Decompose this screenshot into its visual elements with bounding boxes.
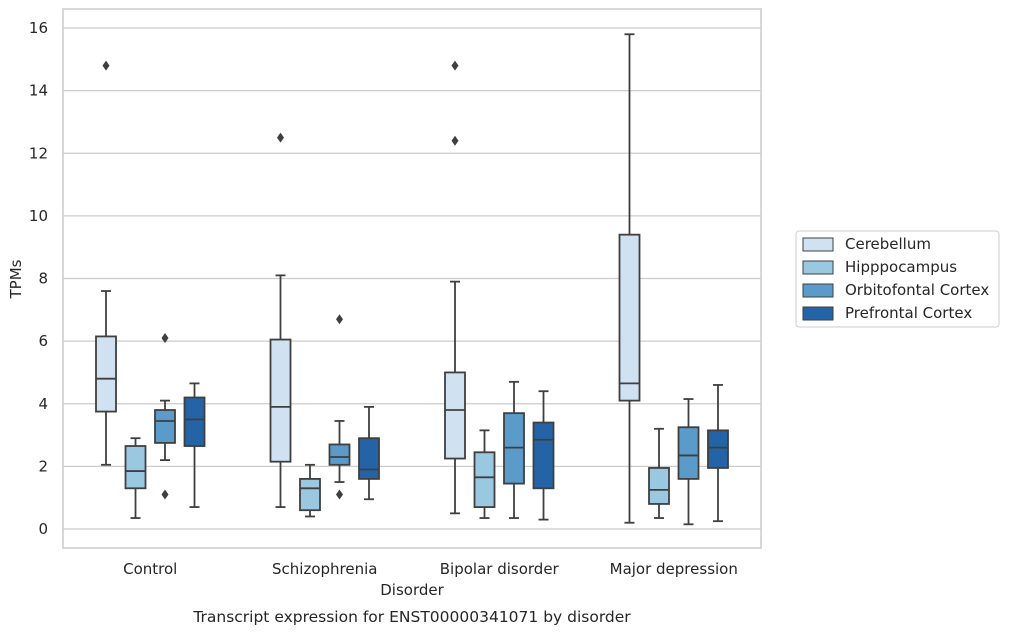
y-tick-label: 8 — [38, 270, 48, 288]
legend-swatch — [802, 237, 834, 252]
outlier-point — [161, 332, 169, 343]
box-orbitofontal-cortex — [677, 398, 700, 526]
box-series — [95, 33, 729, 526]
box-iqr — [618, 233, 641, 402]
legend-swatch — [802, 283, 834, 298]
box-iqr — [444, 371, 466, 460]
box-hipppocampus — [124, 437, 147, 519]
box-iqr — [358, 437, 380, 480]
outlier-point — [336, 314, 343, 325]
y-tick-label: 0 — [38, 520, 48, 538]
legend-label: Hipppocampus — [845, 258, 957, 276]
legend-frame — [795, 230, 1000, 328]
y-tick-label: 12 — [29, 144, 48, 162]
legend-label: Orbitofontal Cortex — [845, 281, 989, 299]
box-orbitofontal-cortex — [328, 314, 351, 500]
outlier-point — [161, 489, 169, 500]
legend-swatch — [802, 260, 834, 275]
box-hipppocampus — [473, 429, 496, 519]
box-cerebellum — [618, 33, 641, 524]
grid-lines — [63, 27, 761, 530]
box-iqr — [328, 443, 351, 466]
outlier-point — [336, 489, 343, 500]
legend: Cerebellum Hipppocampus Orbitofontal Corte… — [795, 230, 1000, 328]
box-iqr — [299, 477, 321, 512]
box-iqr — [473, 451, 496, 508]
x-tick-label: Schizophrenia — [272, 560, 377, 578]
legend-items: Cerebellum Hipppocampus Orbitofontal Corte… — [802, 235, 989, 322]
box-cerebellum — [95, 60, 117, 466]
box-hipppocampus — [648, 427, 670, 519]
box-cerebellum — [269, 132, 292, 508]
box-iqr — [648, 467, 670, 505]
x-tick-label: Bipolar disorder — [440, 560, 560, 578]
y-tick-label: 14 — [29, 82, 48, 100]
y-tick-label: 10 — [29, 207, 48, 225]
outlier-point — [277, 132, 284, 143]
y-axis-label: TPMs — [7, 259, 25, 299]
legend-label: Prefrontal Cortex — [845, 304, 972, 322]
box-iqr — [532, 421, 555, 490]
box-orbitofontal-cortex — [154, 332, 176, 500]
y-tick-label: 2 — [38, 457, 48, 475]
box-hipppocampus — [299, 463, 321, 518]
box-prefrontal-cortex — [183, 382, 206, 508]
y-tick-labels: 0 2 4 6 8 10 12 14 16 — [29, 19, 48, 538]
box-iqr — [707, 429, 729, 469]
x-axis-label: Disorder — [380, 581, 444, 599]
legend-swatch — [802, 306, 834, 321]
box-prefrontal-cortex — [532, 390, 555, 521]
box-iqr — [183, 396, 206, 447]
legend-label: Cerebellum — [845, 235, 931, 253]
box-iqr — [269, 338, 292, 463]
x-tick-labels: Control Schizophrenia Bipolar disorder Majo… — [123, 560, 738, 578]
box-orbitofontal-cortex — [503, 380, 525, 519]
box-prefrontal-cortex — [358, 405, 380, 501]
outlier-point — [102, 60, 110, 71]
box-iqr — [677, 426, 700, 480]
x-tick-label: Control — [123, 560, 177, 578]
y-tick-label: 16 — [29, 19, 48, 37]
x-tick-label: Major depression — [610, 560, 738, 578]
box-iqr — [154, 409, 176, 444]
box-cerebellum — [444, 60, 466, 515]
chart-caption: Transcript expression for ENST0000034107… — [192, 608, 631, 626]
box-prefrontal-cortex — [707, 384, 729, 523]
box-iqr — [124, 445, 147, 490]
plot-frame — [62, 8, 762, 549]
y-tick-label: 4 — [38, 395, 48, 413]
outlier-point — [451, 60, 459, 71]
y-tick-label: 6 — [38, 332, 48, 350]
box-iqr — [95, 335, 117, 413]
outlier-point — [451, 135, 459, 146]
